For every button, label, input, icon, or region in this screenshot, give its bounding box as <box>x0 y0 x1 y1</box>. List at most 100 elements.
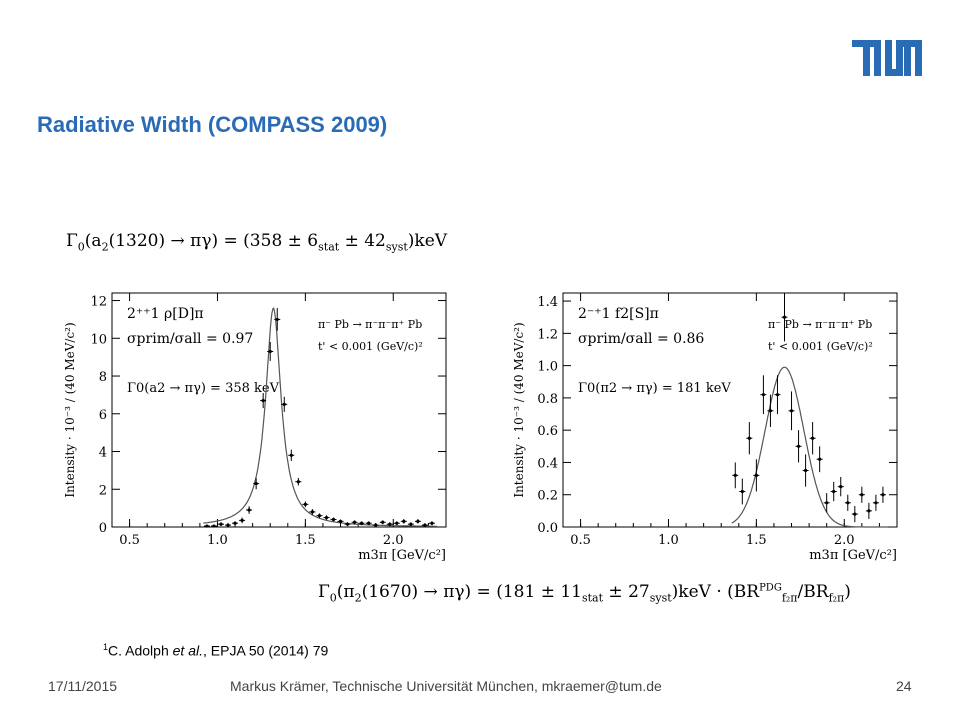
y-tick-label: 1.4 <box>537 295 558 310</box>
data-point <box>832 489 836 494</box>
x-tick-label: 1.5 <box>295 533 316 548</box>
data-point <box>395 521 399 525</box>
formula-pi2-br-div: /BR <box>797 582 829 602</box>
formula-pi2-pm: ± 27 <box>603 582 650 602</box>
data-point <box>296 480 300 484</box>
data-point <box>360 521 364 525</box>
formula-pi2-br-sup: PDG <box>759 582 782 594</box>
plot-annotation: π⁻ Pb → π⁻π⁻π⁺ Pb <box>768 318 872 331</box>
formula-pi2-arg: (π <box>336 582 355 602</box>
data-point <box>303 502 307 506</box>
data-point <box>796 444 801 448</box>
data-point <box>226 523 230 527</box>
chart-a2: 0.5 1.0 1.5 2.0 0 2 4 6 8 10 12 m3π [GeV/c²] Intensi… <box>63 292 447 563</box>
chart-pi2: 0.5 1.0 1.5 2.0 0.0 0.2 0.4 0.6 0.8 1.0 1.2 1.4 m3π … <box>512 292 898 563</box>
y-tick-label: 1.2 <box>537 327 558 342</box>
fit-curve <box>731 366 889 528</box>
data-point <box>374 523 378 527</box>
formula-a2-width: Γ0(a2(1320) → πγ) = (358 ± 6stat ± 42sys… <box>66 231 447 253</box>
formula-a2-unit: )keV <box>407 231 448 251</box>
data-point <box>268 349 272 354</box>
y-tick-label: 2 <box>99 483 107 498</box>
reference: 1C. Adolph et al., EPJA 50 (2014) 79 <box>103 642 328 659</box>
data-point <box>345 522 350 526</box>
formula-pi2-stat: stat <box>581 591 604 605</box>
data-point <box>205 524 209 528</box>
data-point <box>233 521 237 525</box>
x-tick-label: 1.0 <box>658 533 679 548</box>
plot-annotation: t' < 0.001 (GeV/c)² <box>768 340 873 353</box>
y-tick-label: 8 <box>99 370 107 385</box>
plot-frame <box>111 292 447 528</box>
x-tick-label: 2.0 <box>383 533 404 548</box>
data-point <box>430 521 434 525</box>
y-tick-label: 0.4 <box>537 456 558 471</box>
slide-title: Radiative Width (COMPASS 2009) <box>37 112 388 137</box>
formula-a2-lhs-sub: 0 <box>77 240 85 254</box>
data-point <box>818 457 822 461</box>
data-point <box>282 402 286 406</box>
data-point <box>747 436 751 440</box>
data-point <box>402 519 406 523</box>
data-point <box>310 510 314 514</box>
reference-number: 1 <box>103 642 109 652</box>
reference-authors: C. Adolph <box>108 642 173 659</box>
data-point <box>367 521 371 525</box>
data-point <box>768 409 773 413</box>
y-tick-label: 0.8 <box>537 392 558 407</box>
data-point <box>761 393 766 397</box>
data-point <box>775 393 780 397</box>
data-point <box>352 520 357 524</box>
x-tick-label: 0.5 <box>570 533 591 548</box>
plot-annotation: Γ0(π2 → πγ) = 181 keV <box>578 381 731 396</box>
formula-a2-syst: syst <box>385 240 408 254</box>
data-point <box>839 485 843 489</box>
formula-pi2-br-sub2: f₂π <box>828 591 845 605</box>
data-point <box>803 468 808 473</box>
formula-pi2-arg-sub: 2 <box>354 591 362 605</box>
formula-a2-lhs: Γ <box>66 231 78 251</box>
x-tick-label: 1.0 <box>207 533 228 548</box>
data-point <box>324 515 329 520</box>
formula-pi2-close: ) <box>844 582 851 602</box>
formula-a2-rest: (1320) → πγ) = (358 ± 6 <box>108 231 319 251</box>
data-point <box>789 409 794 413</box>
data-point <box>416 519 420 523</box>
y-axis-label: Intensity · 10⁻³ / (40 MeV/c²) <box>63 322 77 497</box>
data-point <box>240 518 244 522</box>
data-point <box>247 508 251 512</box>
x-tick-label: 1.5 <box>746 533 767 548</box>
data-point <box>881 493 885 497</box>
data-point <box>388 522 392 526</box>
data-point <box>254 481 258 486</box>
footer-author: Markus Krämer, Technische Universität Mü… <box>230 678 662 694</box>
fit-curve <box>203 307 438 527</box>
x-tick-label: 0.5 <box>119 533 140 548</box>
y-tick-label: 1.0 <box>537 360 558 375</box>
formula-pi2-rest: (1670) → πγ) = (181 ± 11 <box>361 582 582 602</box>
plot-annotation: σprim/σall = 0.86 <box>578 331 704 347</box>
data-point <box>846 501 850 505</box>
formula-a2-arg: (a <box>84 231 102 251</box>
data-point <box>860 493 864 497</box>
data-point <box>867 509 871 513</box>
formula-a2-stat: stat <box>318 240 340 254</box>
y-tick-label: 10 <box>90 332 107 347</box>
plot-annotation: 2⁻⁺1 f2[S]π <box>578 306 659 322</box>
data-point <box>338 519 343 523</box>
y-axis-label: Intensity · 10⁻³ / (40 MeV/c²) <box>512 322 526 497</box>
data-point <box>331 517 336 522</box>
formula-pi2-br-sub: f₂π <box>781 591 798 605</box>
data-point <box>275 317 279 322</box>
data-point <box>754 473 758 477</box>
data-point <box>289 453 293 457</box>
formula-pi2-width: Γ0(π2(1670) → πγ) = (181 ± 11stat ± 27sy… <box>318 582 851 604</box>
y-tick-label: 12 <box>90 295 107 310</box>
y-tick-label: 6 <box>99 408 107 423</box>
data-point <box>212 524 216 528</box>
plot-annotation: π⁻ Pb → π⁻π⁻π⁺ Pb <box>318 318 422 331</box>
plot-annotation: Γ0(a2 → πγ) = 358 keV <box>127 381 280 396</box>
x-tick-label: 2.0 <box>834 533 855 548</box>
data-point <box>423 523 427 527</box>
